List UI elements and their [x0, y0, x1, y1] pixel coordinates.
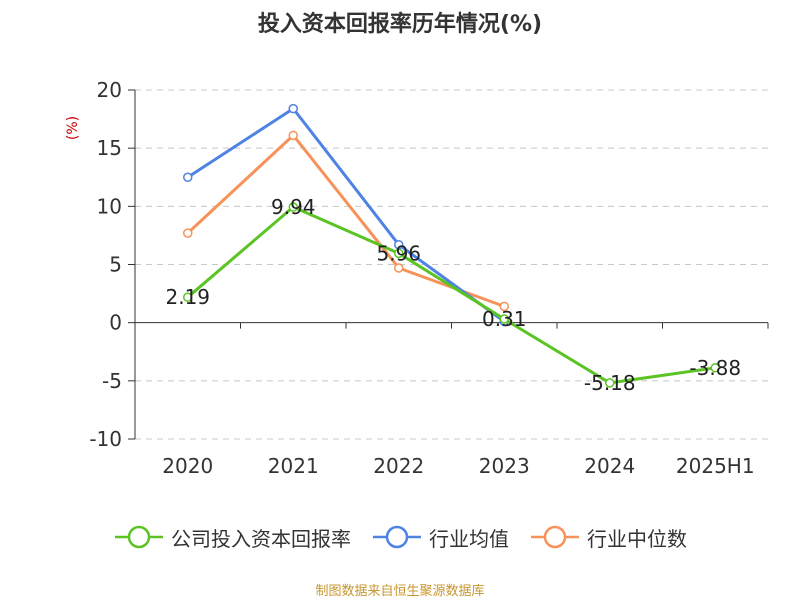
grid-lines — [135, 89, 768, 440]
data-point — [183, 292, 193, 302]
legend: 公司投入资本回报率 行业均值 行业中位数 — [0, 519, 800, 555]
y-tick-label: -5 — [102, 369, 122, 393]
x-tick-label: 2025H1 — [676, 454, 755, 478]
legend-item[interactable]: 公司投入资本回报率 — [113, 523, 351, 552]
legend-item[interactable]: 行业中位数 — [529, 523, 687, 552]
data-point — [288, 130, 298, 141]
axes: 20 15 10 5 0 -5 -10 2020 2021 2022 2023 2024 2025H1 — [89, 78, 769, 478]
series-0 — [183, 202, 720, 388]
legend-swatch — [373, 525, 421, 549]
y-axis-unit-label: (%) — [65, 116, 81, 140]
series-lines — [183, 103, 720, 388]
x-tick-label: 2023 — [479, 454, 530, 478]
legend-label: 行业均值 — [429, 526, 509, 551]
data-point — [499, 314, 509, 324]
data-point — [394, 263, 404, 273]
legend-swatch — [115, 525, 163, 549]
data-label: 2.19 — [165, 285, 210, 309]
series-line — [186, 205, 716, 385]
x-tick-label: 2024 — [584, 454, 635, 478]
data-label: 5.96 — [376, 241, 421, 265]
x-tick-label: 2021 — [268, 454, 319, 478]
data-point — [710, 363, 720, 373]
series-line — [186, 107, 506, 323]
data-point — [499, 301, 509, 312]
series-line — [186, 133, 505, 308]
data-label: -3.88 — [689, 356, 741, 380]
y-tick-label: 5 — [109, 253, 122, 277]
legend-item[interactable]: 行业均值 — [371, 523, 509, 552]
legend-label: 公司投入资本回报率 — [171, 526, 351, 551]
legend-label: 行业中位数 — [587, 526, 687, 551]
data-point — [183, 172, 193, 182]
data-point — [288, 202, 298, 212]
data-point — [394, 248, 404, 259]
data-label: -5.18 — [584, 371, 636, 395]
source-note: 制图数据来自恒生聚源数据库 — [315, 584, 485, 599]
data-labels: 2.19 9.94 5.96 0.31 -5.18 -3.88 — [165, 195, 741, 395]
x-tick-label: 2020 — [162, 454, 213, 478]
y-tick-label: 0 — [109, 311, 122, 335]
data-label: 9.94 — [271, 195, 316, 219]
y-tick-label: -10 — [89, 427, 122, 451]
chart-title: 投入资本回报率历年情况(%) — [257, 12, 543, 37]
data-point — [183, 228, 193, 238]
data-point — [288, 103, 298, 114]
data-label: 0.31 — [482, 307, 527, 331]
series-2 — [183, 130, 509, 312]
y-tick-label: 15 — [97, 136, 122, 160]
y-tick-label: 20 — [97, 78, 122, 102]
y-tick-label: 10 — [97, 194, 122, 218]
x-tick-label: 2022 — [373, 454, 424, 478]
data-point — [605, 378, 615, 388]
legend-swatch — [531, 525, 579, 549]
